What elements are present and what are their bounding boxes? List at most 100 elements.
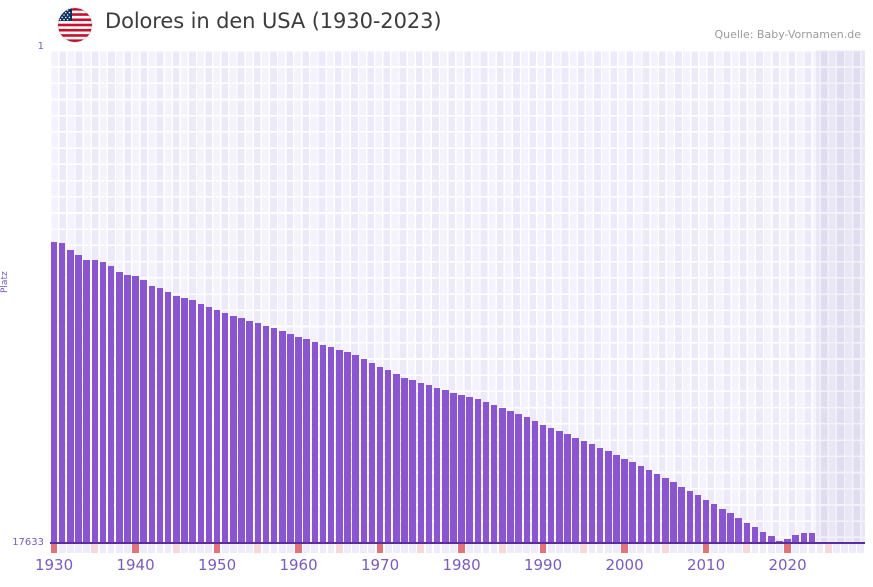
bar	[140, 279, 147, 543]
x-axis-tick	[515, 544, 522, 553]
x-axis-tick	[833, 544, 840, 553]
bar	[254, 323, 262, 543]
bar	[352, 355, 359, 543]
bar	[360, 358, 368, 543]
x-axis-tick	[441, 544, 449, 553]
x-axis-tick-label: 1930	[34, 556, 74, 574]
bar	[458, 395, 465, 543]
bar	[67, 250, 74, 543]
x-axis-tick	[824, 544, 832, 553]
bar	[751, 527, 759, 543]
bar	[686, 490, 694, 543]
bar	[393, 373, 400, 543]
x-axis-tick	[368, 544, 376, 553]
x-axis-tick	[612, 544, 620, 553]
x-axis-tick	[392, 544, 400, 553]
bar	[662, 478, 669, 543]
bar	[466, 397, 473, 543]
bar	[75, 254, 82, 543]
y-axis-tick-top: 1	[37, 41, 44, 52]
x-axis-tick	[213, 544, 221, 553]
bar	[58, 243, 66, 543]
bar	[588, 444, 596, 543]
bar	[344, 352, 351, 543]
no-data-region-shade	[816, 50, 865, 543]
bar	[800, 533, 808, 543]
x-axis-tick	[205, 544, 213, 553]
bar	[596, 447, 604, 543]
x-axis-line	[50, 542, 865, 544]
bar	[556, 430, 563, 543]
x-axis-tick	[531, 544, 539, 553]
bar	[132, 276, 139, 543]
bar	[181, 298, 188, 543]
x-axis-tick	[327, 544, 335, 553]
bar	[482, 402, 490, 543]
x-axis-tick	[596, 544, 604, 553]
x-axis-tick	[743, 544, 751, 553]
bar	[83, 259, 90, 543]
bar	[474, 399, 482, 543]
bar	[490, 404, 498, 543]
x-axis-tick	[172, 544, 180, 553]
bar	[270, 328, 278, 543]
x-axis-tick	[539, 544, 547, 553]
bar	[376, 366, 384, 543]
bar	[735, 517, 742, 543]
bar	[645, 470, 653, 543]
source-attribution: Quelle: Baby-Vornamen.de	[714, 28, 861, 41]
x-axis-tick	[816, 544, 824, 553]
bar	[295, 336, 302, 543]
x-axis-tick	[376, 544, 384, 553]
x-axis-tick	[433, 544, 441, 553]
x-axis-tick-label: 2010	[686, 556, 726, 574]
x-axis-tick	[360, 544, 368, 553]
x-axis-tick	[694, 544, 702, 553]
bar	[230, 316, 237, 543]
bar	[417, 383, 425, 543]
bar	[425, 385, 433, 543]
x-axis-tick	[417, 544, 425, 553]
x-axis-tick	[344, 544, 351, 553]
x-axis-tick	[449, 544, 457, 553]
x-axis-tick	[792, 544, 799, 553]
x-axis-tick	[99, 544, 107, 553]
bar	[637, 466, 645, 543]
x-axis-tick	[507, 544, 514, 553]
x-axis-tick	[857, 544, 865, 553]
bar	[743, 522, 751, 543]
x-axis-tick	[246, 544, 253, 553]
x-axis-tick	[653, 544, 661, 553]
bar	[246, 320, 253, 543]
x-axis-tick	[498, 544, 506, 553]
x-axis-tick	[661, 544, 669, 553]
x-axis-tick	[75, 544, 82, 553]
bar	[507, 411, 514, 543]
x-axis-tick-label: 1990	[523, 556, 563, 574]
x-axis-tick-label: 2000	[605, 556, 644, 574]
x-axis-tick	[458, 544, 465, 553]
bar	[531, 421, 539, 543]
x-axis-tick	[767, 544, 775, 553]
x-axis-tick	[262, 544, 270, 553]
bar	[515, 414, 522, 543]
x-axis-tick	[784, 544, 791, 553]
x-axis-tick-label: 1970	[360, 556, 400, 574]
x-axis-tick-label: 1960	[279, 556, 318, 574]
x-axis-tick	[303, 544, 310, 553]
x-axis-tick	[580, 544, 588, 553]
x-axis-tick	[564, 544, 571, 553]
x-axis-tick	[555, 544, 563, 553]
x-axis-tick	[107, 544, 115, 553]
bar	[173, 296, 180, 543]
x-axis-tick	[384, 544, 392, 553]
bar	[605, 451, 612, 543]
bar	[148, 285, 156, 543]
x-axis-tick	[808, 544, 816, 553]
x-axis-tick	[140, 544, 147, 553]
x-axis-tick	[311, 544, 319, 553]
x-axis-tick	[751, 544, 759, 553]
bar	[99, 262, 107, 543]
bar	[547, 427, 555, 543]
